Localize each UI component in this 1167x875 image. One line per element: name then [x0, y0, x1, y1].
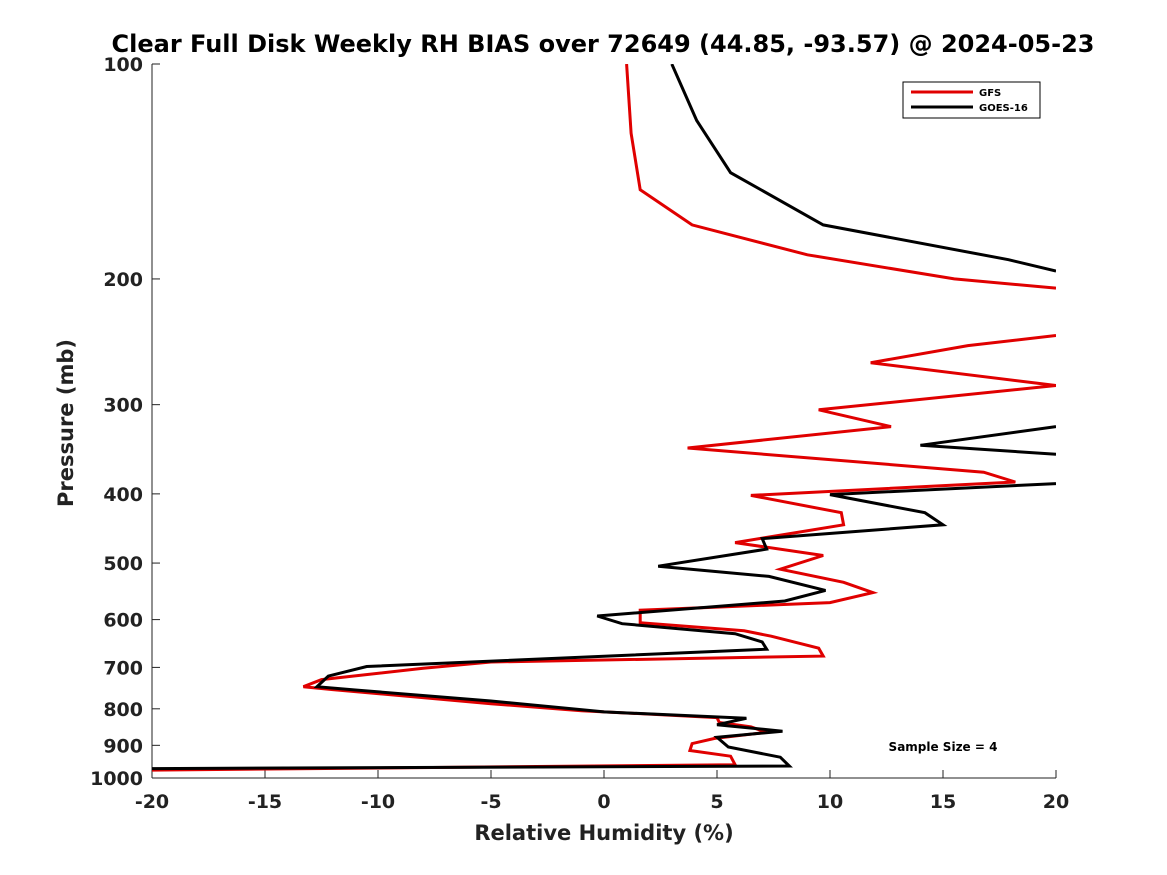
x-tick-label: 5: [710, 791, 723, 813]
chart-title: Clear Full Disk Weekly RH BIAS over 7264…: [112, 30, 1095, 58]
y-tick-label: 100: [103, 54, 143, 76]
y-tick-label: 600: [103, 610, 143, 632]
x-tick-label: -5: [480, 791, 501, 813]
y-tick-label: 700: [103, 657, 143, 679]
sample-size-annotation: Sample Size = 4: [889, 740, 998, 754]
y-tick-label: 200: [103, 269, 143, 291]
legend: [902, 81, 1041, 119]
legend-entries: GFS GOES-16: [911, 88, 1028, 114]
y-tick-label: 300: [103, 395, 143, 417]
series-line-goes-16: [152, 64, 1056, 771]
legend-label: GOES-16: [979, 103, 1028, 114]
x-axis-label: Relative Humidity (%): [474, 821, 733, 845]
x-tick-label: -15: [248, 791, 282, 813]
x-tick-label: -10: [361, 791, 395, 813]
x-tick-label: 10: [817, 791, 843, 813]
y-tick-label: 400: [103, 484, 143, 506]
series-layer: [152, 64, 1056, 772]
x-tick-label: -20: [135, 791, 169, 813]
y-tick-label: 800: [103, 699, 143, 721]
x-tick-label: 0: [597, 791, 610, 813]
y-tick-label: 500: [103, 553, 143, 575]
plot-area: -20 -15 -10 -5 0 5 10 15 20 100 200 300 400 500 600 700…: [90, 54, 1069, 813]
legend-label: GFS: [979, 88, 1001, 99]
x-tick-label: 20: [1043, 791, 1069, 813]
y-tick-label: 900: [103, 735, 143, 757]
y-tick-label: 1000: [90, 768, 143, 790]
y-axis-label: Pressure (mb): [54, 339, 78, 507]
x-tick-label: 15: [930, 791, 956, 813]
